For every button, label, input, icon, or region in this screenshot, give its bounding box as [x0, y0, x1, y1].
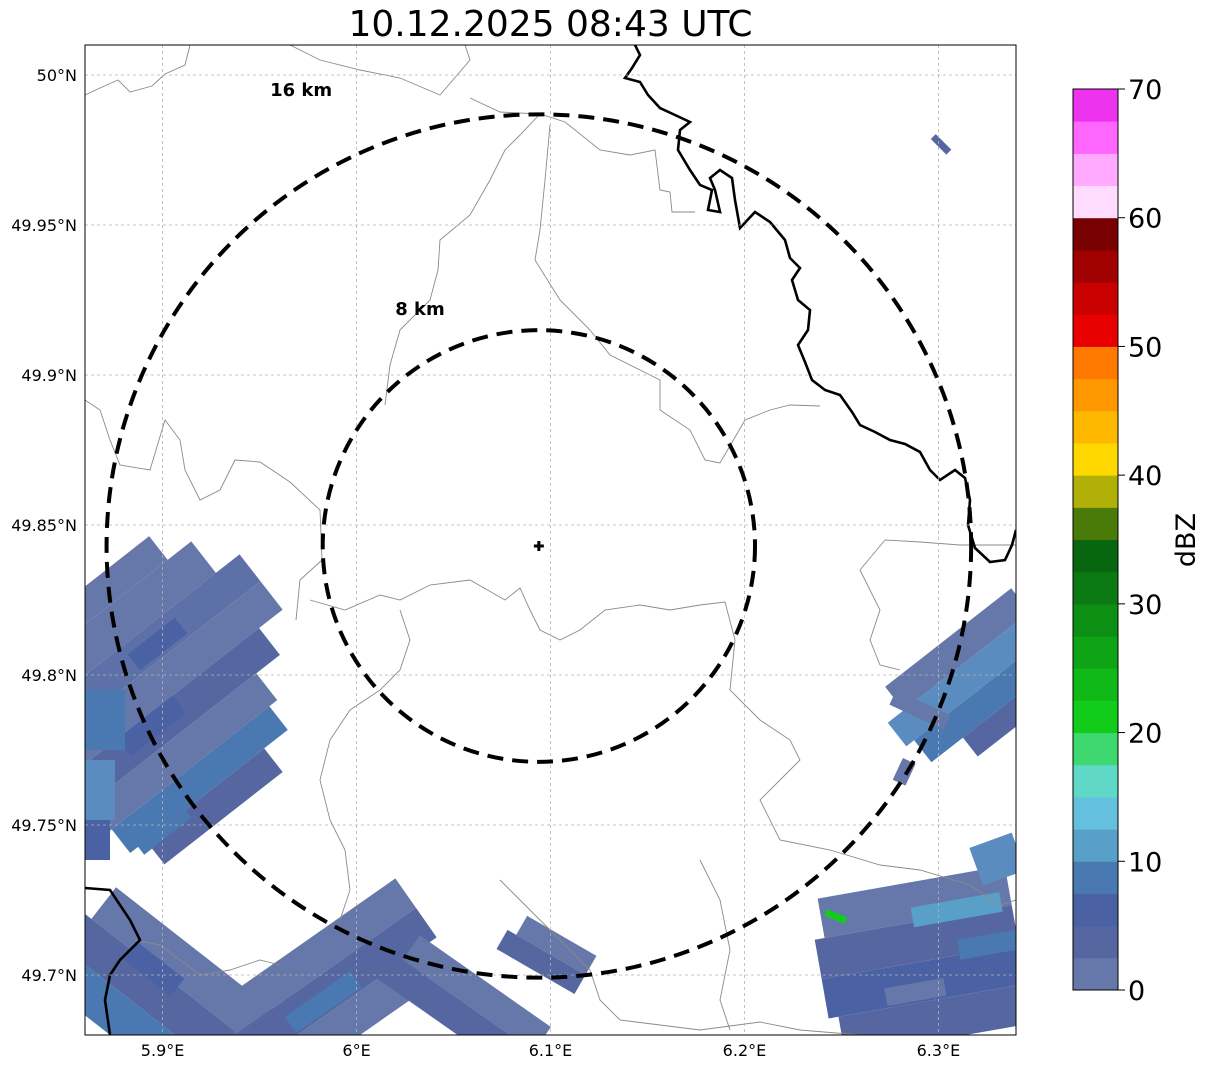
colorbar-tick-label: 0 [1128, 976, 1145, 1007]
y-tick-label: 49.7°N [21, 966, 77, 985]
colorbar-swatch [1073, 796, 1118, 830]
colorbar-swatch [1073, 378, 1118, 412]
colorbar-swatch [1073, 89, 1118, 122]
map-title: 10.12.2025 08:43 UTC [348, 4, 753, 45]
colorbar-swatch [1073, 636, 1118, 669]
colorbar-swatch [1073, 314, 1118, 347]
x-tick-label: 6°E [342, 1041, 370, 1060]
colorbar-frame [1072, 88, 1119, 991]
colorbar-tick-label: 40 [1128, 461, 1162, 492]
x-axis-ticks: 5.9°E 6°E 6.1°E 6.2°E 6.3°E [141, 1041, 960, 1060]
y-tick-label: 49.75°N [11, 816, 77, 835]
colorbar-swatch [1073, 475, 1118, 508]
colorbar-swatch [1073, 603, 1118, 637]
range-rings: 8 km 16 km [104, 80, 974, 980]
national-border [85, 45, 1016, 1035]
y-tick-label: 49.85°N [11, 516, 77, 535]
colorbar-swatch [1073, 668, 1118, 701]
y-tick-label: 49.8°N [21, 666, 77, 685]
gridlines [85, 45, 1016, 1035]
x-tick-label: 6.2°E [723, 1041, 767, 1060]
plot-frame [84, 44, 1017, 1036]
colorbar-swatch [1073, 185, 1118, 219]
colorbar-tick-label: 60 [1128, 204, 1162, 235]
colorbar-tick-label: 10 [1128, 847, 1162, 878]
colorbar-swatch [1073, 764, 1118, 798]
colorbar-swatch [1073, 153, 1118, 187]
colorbar-swatch [1073, 829, 1118, 862]
colorbar-swatch [1073, 346, 1118, 380]
plot-area [85, 45, 1016, 1035]
range-ring-8km [320, 328, 758, 764]
range-ring-label: 16 km [270, 80, 332, 101]
colorbar-swatch [1073, 121, 1118, 154]
colorbar-swatch [1073, 249, 1118, 283]
colorbar-swatch [1073, 539, 1118, 573]
x-tick-label: 6.3°E [917, 1041, 961, 1060]
admin-boundaries [85, 45, 1016, 1035]
colorbar-swatch [1073, 217, 1118, 251]
y-axis-ticks: 50°N 49.95°N 49.9°N 49.85°N 49.8°N 49.75°N 49.… [11, 66, 77, 985]
colorbar-swatch [1073, 957, 1118, 991]
colorbar-tick-label: 20 [1128, 719, 1162, 750]
y-tick-label: 49.95°N [11, 216, 77, 235]
colorbar: 0 10 20 30 40 50 60 70 dBZ [1072, 75, 1202, 1007]
colorbar-ticks: 0 10 20 30 40 50 60 70 [1118, 75, 1162, 1007]
colorbar-swatch [1073, 732, 1118, 766]
colorbar-label: dBZ [1171, 513, 1202, 567]
colorbar-scale [1073, 89, 1118, 991]
x-tick-label: 5.9°E [141, 1041, 185, 1060]
colorbar-swatch [1073, 507, 1118, 540]
colorbar-swatch [1073, 893, 1118, 927]
colorbar-tick-label: 50 [1128, 332, 1162, 363]
y-tick-label: 49.9°N [21, 366, 77, 385]
colorbar-swatch [1073, 861, 1118, 894]
y-tick-label: 50°N [37, 66, 77, 85]
radar-center-marker [533, 541, 544, 551]
colorbar-swatch [1073, 282, 1118, 315]
precipitation-echoes [85, 134, 1016, 1035]
colorbar-swatch [1073, 571, 1118, 605]
colorbar-swatch [1073, 442, 1118, 476]
colorbar-tick-label: 70 [1128, 75, 1162, 106]
colorbar-tick-label: 30 [1128, 590, 1162, 621]
colorbar-swatch [1073, 700, 1118, 734]
colorbar-swatch [1073, 925, 1118, 959]
range-ring-16km [104, 112, 974, 980]
colorbar-swatch [1073, 410, 1118, 444]
range-ring-label: 8 km [395, 299, 445, 320]
x-tick-label: 6.1°E [529, 1041, 573, 1060]
